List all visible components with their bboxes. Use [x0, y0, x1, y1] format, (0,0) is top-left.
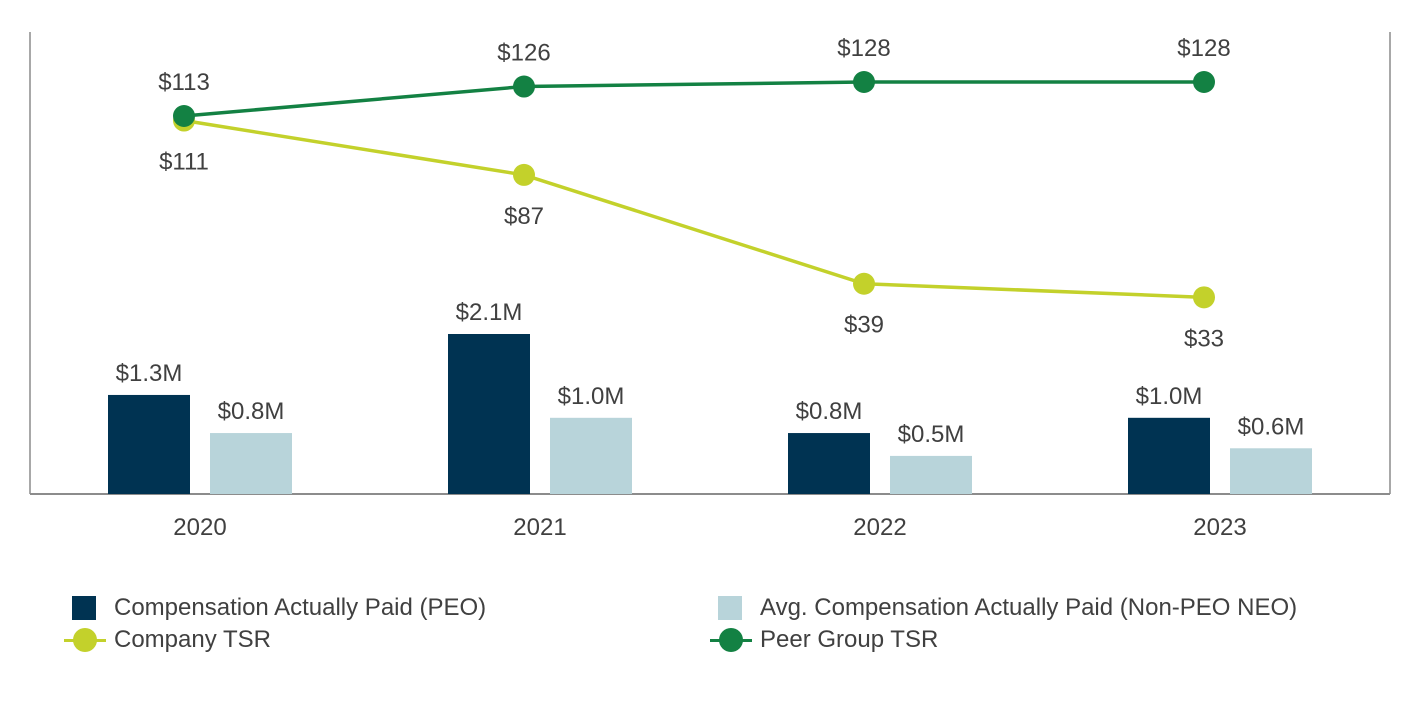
point-peer-tsr-2020 [173, 105, 195, 127]
chart: 2020 2021 2022 2023 $1.3M $2.1M $0.8M $1.0M $0.8… [29, 32, 1391, 541]
label-neo-cap-2020: $0.8M [218, 398, 285, 425]
label-peer-tsr-2022: $128 [837, 35, 890, 62]
label-neo-cap-2022: $0.5M [898, 421, 965, 448]
legend-label-peo-cap: Compensation Actually Paid (PEO) [114, 594, 487, 621]
point-peer-tsr-2022 [853, 71, 875, 93]
legend-swatch-neo-cap [718, 596, 742, 620]
label-company-tsr-2023: $33 [1184, 325, 1224, 352]
bar-neo-cap-2022 [890, 455, 972, 494]
bar-peo-cap-2021 [448, 334, 530, 494]
bars-layer [108, 334, 1312, 494]
bar-peo-cap-2023 [1128, 417, 1210, 494]
legend-swatch-peo-cap [72, 596, 96, 620]
point-company-tsr-2022 [853, 272, 875, 295]
label-peo-cap-2021: $2.1M [456, 299, 523, 326]
label-peo-cap-2020: $1.3M [116, 360, 183, 387]
bar-neo-cap-2020 [210, 433, 292, 494]
legend-swatch-peer-tsr [710, 628, 752, 652]
label-peer-tsr-2021: $126 [497, 40, 550, 67]
bar-peo-cap-2022 [788, 433, 870, 494]
label-company-tsr-2022: $39 [844, 312, 884, 339]
label-peer-tsr-2023: $128 [1177, 35, 1230, 62]
labels-layer: 2020 2021 2022 2023 $1.3M $2.1M $0.8M $1.0M $0.8… [116, 35, 1305, 541]
legend-label-peer-tsr: Peer Group TSR [760, 626, 939, 653]
point-peer-tsr-2021 [513, 75, 535, 98]
label-peo-cap-2023: $1.0M [1136, 383, 1203, 410]
x-tick-label-2022: 2022 [853, 514, 906, 541]
label-neo-cap-2023: $0.6M [1238, 413, 1305, 440]
point-company-tsr-2023 [1193, 286, 1215, 309]
legend-swatch-company-tsr [64, 628, 106, 652]
bar-neo-cap-2021 [550, 417, 632, 494]
label-company-tsr-2020: $111 [159, 149, 209, 176]
legend-item-neo-cap: Avg. Compensation Actually Paid (Non-PEO… [718, 592, 1297, 624]
label-peer-tsr-2020: $113 [158, 69, 210, 96]
legend-item-peer-tsr: Peer Group TSR [710, 624, 938, 656]
lines-layer [173, 71, 1215, 309]
x-tick-label-2020: 2020 [173, 514, 226, 541]
bar-peo-cap-2020 [108, 394, 190, 494]
bar-neo-cap-2023 [1230, 448, 1312, 494]
point-peer-tsr-2023 [1193, 71, 1215, 93]
label-peo-cap-2022: $0.8M [796, 398, 863, 425]
x-tick-label-2023: 2023 [1193, 514, 1246, 541]
legend-item-peo-cap: Compensation Actually Paid (PEO) [72, 592, 486, 624]
legend-label-company-tsr: Company TSR [114, 626, 271, 653]
point-company-tsr-2021 [513, 163, 535, 186]
label-neo-cap-2021: $1.0M [558, 383, 625, 410]
legend-label-neo-cap: Avg. Compensation Actually Paid (Non-PEO… [760, 594, 1298, 621]
line-company-tsr [183, 118, 1205, 300]
x-tick-label-2021: 2021 [513, 514, 566, 541]
label-company-tsr-2021: $87 [504, 203, 544, 230]
line-peer-tsr [183, 80, 1204, 118]
legend-item-company-tsr: Company TSR [64, 624, 271, 656]
